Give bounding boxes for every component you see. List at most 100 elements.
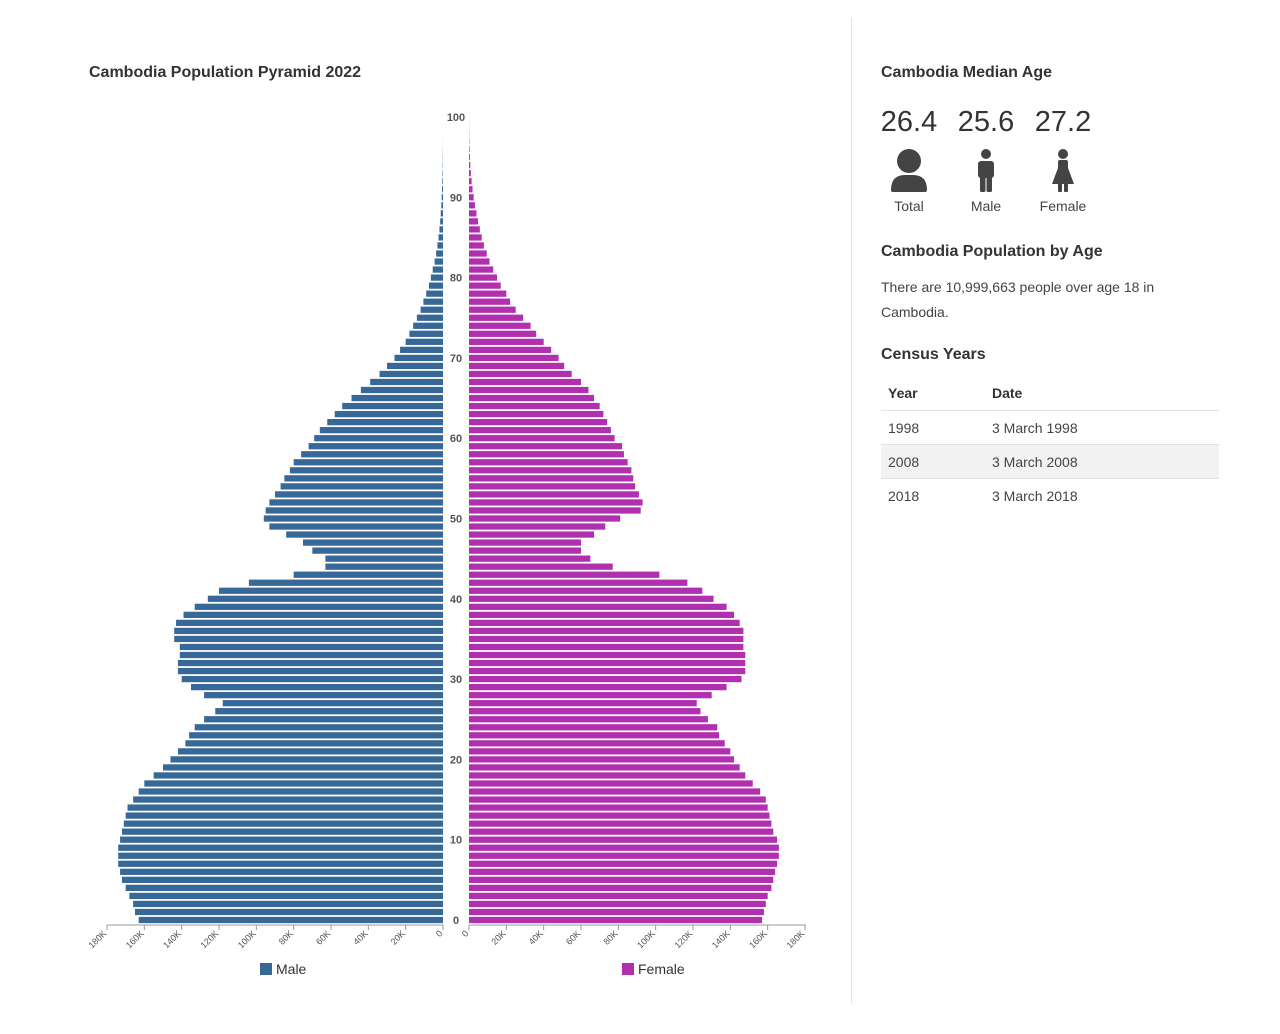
median-female: 27.2 Female <box>1023 102 1103 214</box>
male-bar <box>439 226 443 233</box>
age-tick-label: 30 <box>450 674 462 686</box>
female-bar <box>469 298 511 305</box>
female-bar <box>469 772 746 779</box>
female-bar <box>469 748 731 755</box>
male-bar <box>293 571 443 578</box>
female-bar <box>469 643 744 651</box>
male-bar <box>179 651 444 659</box>
female-bar <box>469 700 697 707</box>
female-value-tick-label: 80K <box>601 928 619 946</box>
male-bar <box>437 242 443 249</box>
female-bar <box>469 186 473 193</box>
male-bar <box>125 812 444 819</box>
population-pyramid-chart: 0 10 20 30 40 50 60 70 80 90 100 180K 160K 140K 120K 10… <box>86 112 806 977</box>
female-bar <box>469 282 501 289</box>
male-bar <box>286 531 443 538</box>
female-bar <box>469 234 482 241</box>
female-bar <box>469 346 552 353</box>
female-value-tick-label: 140K <box>710 928 732 950</box>
male-bar <box>204 716 443 723</box>
census-year: 2008 <box>881 444 985 479</box>
female-bar <box>469 427 611 434</box>
median-total-value: 26.4 <box>880 106 938 138</box>
male-bar <box>135 908 443 916</box>
male-bar <box>400 346 443 353</box>
female-value-tick-label: 40K <box>527 928 545 946</box>
legend-female-label: Female <box>638 961 685 977</box>
male-bar <box>442 178 443 185</box>
male-bar <box>360 386 443 394</box>
male-bar <box>269 499 443 506</box>
legend-female-swatch <box>622 963 634 975</box>
male-bar <box>222 700 443 707</box>
median-age-title: Cambodia Median Age <box>881 64 1052 81</box>
census-date: 3 March 1998 <box>985 410 1219 445</box>
female-bar <box>469 354 559 362</box>
female-bar <box>469 619 740 627</box>
female-bar <box>469 386 589 394</box>
female-value-tick-label: 120K <box>672 928 694 950</box>
female-bar <box>469 274 497 281</box>
female-bar <box>469 804 768 811</box>
male-bar <box>123 820 444 827</box>
male-bar <box>183 611 443 618</box>
male-bar <box>303 539 443 546</box>
female-bar <box>469 467 632 474</box>
male-bar <box>293 459 443 466</box>
female-bar <box>469 145 470 153</box>
female-bar <box>469 635 744 643</box>
male-bar <box>387 362 443 370</box>
male-bar <box>194 724 443 731</box>
male-bar <box>118 852 443 859</box>
female-bar <box>469 250 487 257</box>
male-bar <box>429 282 443 289</box>
female-bar <box>469 788 761 795</box>
female-bar <box>469 202 475 209</box>
chart-title: Cambodia Population Pyramid 2022 <box>89 64 362 81</box>
female-bar <box>469 675 742 683</box>
male-bar <box>441 194 443 201</box>
male-bar <box>325 555 443 562</box>
female-bar <box>469 916 763 924</box>
male-bar <box>181 675 444 683</box>
female-bar <box>469 154 470 161</box>
male-bar <box>308 443 443 450</box>
female-bar <box>469 290 507 297</box>
female-bar <box>469 828 774 835</box>
female-bar <box>469 876 774 883</box>
male-bar <box>420 306 443 313</box>
male-bar <box>189 732 443 739</box>
legend-male-swatch <box>260 963 272 975</box>
female-bar <box>469 194 474 201</box>
census-header-date: Date <box>992 385 1023 401</box>
male-bar <box>440 210 443 217</box>
female-value-tick-label: 100K <box>635 928 657 950</box>
table-row: 2018 3 March 2018 <box>881 478 1219 512</box>
female-bar <box>469 459 628 466</box>
male-bar <box>204 692 443 699</box>
female-bar <box>469 667 746 675</box>
female-bar <box>469 708 701 715</box>
female-bar <box>469 563 613 570</box>
male-bar <box>432 266 443 273</box>
female-bar <box>469 852 779 859</box>
male-bar <box>413 322 443 329</box>
male-bar <box>275 491 443 498</box>
age-tick-label: 60 <box>450 433 462 445</box>
male-bar <box>334 410 443 418</box>
age-tick-label: 90 <box>450 192 462 204</box>
male-bar <box>177 667 443 675</box>
census-header-row: Year Date <box>881 376 1219 411</box>
age-tick-label: 80 <box>450 273 462 285</box>
median-age-stats: 26.4 Total 25.6 Male 27.2 <box>881 102 1121 222</box>
male-bar <box>215 708 443 715</box>
male-bar <box>138 916 444 924</box>
male-value-tick-label: 80K <box>277 928 295 946</box>
male-bar <box>284 475 443 482</box>
female-bar <box>469 684 727 691</box>
table-row: 1998 3 March 1998 <box>881 410 1219 445</box>
male-bar <box>426 290 443 297</box>
female-value-tick-label: 0 <box>460 928 471 939</box>
census-years-title: Census Years <box>881 346 986 363</box>
male-bar <box>125 884 444 892</box>
